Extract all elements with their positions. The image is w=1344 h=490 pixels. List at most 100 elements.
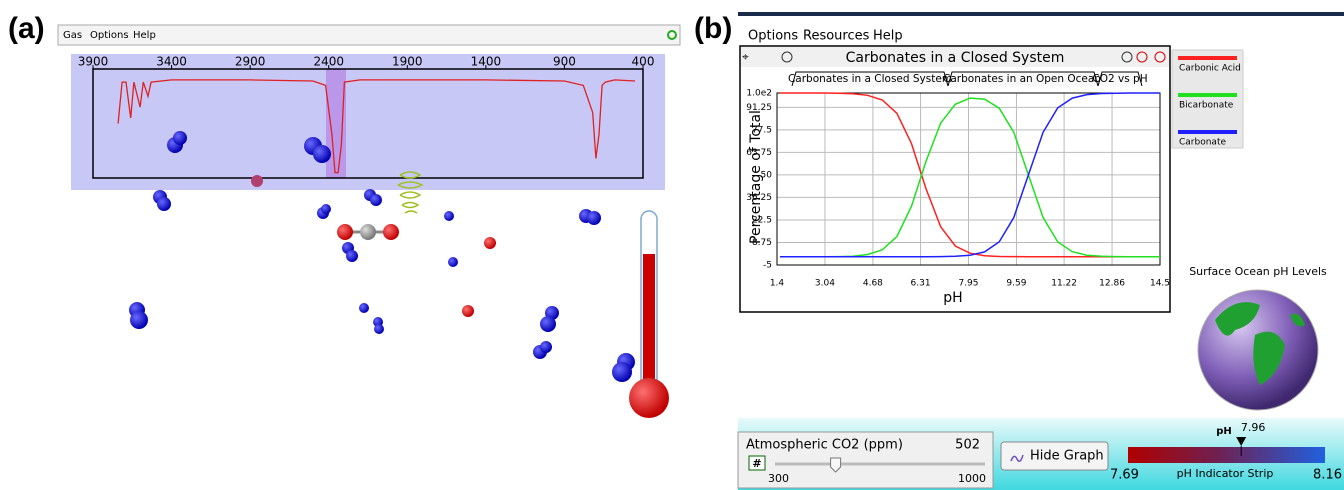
menu-bar — [57, 24, 681, 46]
y-axis-label: Percentage of Total — [748, 110, 764, 244]
menu-item[interactable]: Help — [133, 30, 156, 41]
line-series — [779, 92, 1160, 258]
molecule — [173, 131, 187, 145]
window-title: Carbonates in a Closed System — [846, 50, 1065, 66]
tool-icon[interactable] — [781, 51, 793, 63]
ph-strip-label: pH Indicator Strip — [1177, 467, 1274, 480]
spectrum-panel — [71, 54, 665, 190]
legend-label: Carbonate — [1179, 138, 1226, 148]
menu-item[interactable]: Options — [748, 29, 798, 44]
molecule — [130, 311, 148, 329]
menu-item[interactable]: Resources — [803, 29, 870, 44]
graph-icon — [1010, 454, 1024, 462]
thermometer-bulb — [629, 378, 669, 418]
ph-value: 7.96 — [1241, 421, 1266, 434]
hide-graph-button[interactable] — [1000, 441, 1109, 471]
carbonate-chart: 1.4 3.04 4.68 6.31 7.95 9.59 11.22 12.86 14.5 1.0… — [746, 56, 1241, 289]
legend-label: Carbonic Acid — [1179, 64, 1241, 74]
refresh-icon[interactable] — [667, 30, 677, 40]
legend-label: Bicarbonate — [1179, 101, 1234, 111]
tab[interactable]: Carbonates in an Open Ocean — [943, 73, 1101, 85]
y-tick-label: 36.25 — [746, 193, 772, 203]
spectrum: 3900 3400 2900 2400 1900 1400 900 400 — [78, 55, 655, 174]
y-tick-label: 22.5 — [752, 215, 772, 225]
molecule — [251, 175, 263, 187]
molecule — [360, 224, 376, 240]
x-tick-label: 4.68 — [863, 279, 883, 289]
line-series — [117, 79, 636, 174]
x-tick-label: 6.31 — [911, 279, 931, 289]
x-tick-label: 1.4 — [770, 279, 785, 289]
slider-value: 502 — [955, 438, 980, 453]
button-label: Hide Graph — [1030, 449, 1104, 464]
x-tick-label: 2900 — [235, 55, 266, 69]
menu-item[interactable]: Gas — [63, 30, 82, 41]
panel-label: (a) — [8, 12, 45, 45]
tool-icon[interactable]: ⌖ — [742, 50, 749, 64]
ph-marker — [1236, 437, 1247, 446]
molecule — [587, 211, 601, 225]
zoom-out[interactable] — [1121, 51, 1133, 63]
x-tick-label: 11.22 — [1051, 279, 1077, 289]
spectrum-frame — [92, 68, 644, 179]
slider-min: 300 — [768, 472, 789, 485]
continents — [1215, 302, 1305, 385]
panel-label: (b) — [694, 12, 732, 45]
graph-window — [739, 45, 1171, 313]
molecule — [484, 237, 496, 249]
line-series — [779, 92, 1160, 258]
number-icon: # — [752, 457, 761, 470]
reset-icon[interactable] — [1154, 51, 1166, 63]
x-tick-label: 2400 — [313, 55, 344, 69]
x-tick-label: 12.86 — [1099, 279, 1125, 289]
number-toggle[interactable] — [748, 455, 766, 471]
x-tick-label: 1900 — [392, 55, 423, 69]
slider-max: 1000 — [958, 472, 986, 485]
molecule — [540, 316, 556, 332]
y-tick-label: 1.0e2 — [746, 89, 772, 99]
molecule — [313, 145, 331, 163]
y-tick-label: -5 — [763, 261, 772, 271]
x-tick-label: 400 — [632, 55, 655, 69]
molecules — [129, 131, 635, 382]
ph-min: 7.69 — [1110, 468, 1139, 483]
ph-strip — [1128, 447, 1325, 463]
tab[interactable]: Carbonates in a Closed System — [788, 73, 952, 85]
thermometer-fluid — [643, 254, 655, 390]
thermometer — [629, 210, 669, 418]
molecule — [462, 305, 474, 317]
x-tick-label: 3.04 — [815, 279, 835, 289]
slider-box — [737, 431, 994, 489]
y-tick-label: 8.75 — [752, 238, 772, 248]
molecule — [448, 257, 458, 267]
molecule — [540, 341, 552, 353]
tab[interactable]: CO2 vs pH — [1092, 73, 1147, 85]
ph-title: pH — [1216, 426, 1232, 437]
zoom-in[interactable] — [1136, 51, 1148, 63]
molecule — [370, 194, 382, 206]
molecule — [321, 204, 331, 214]
globe-title: Surface Ocean pH Levels — [1189, 265, 1327, 278]
x-tick-label: 7.95 — [958, 279, 978, 289]
y-tick-label: 91.25 — [746, 103, 772, 113]
x-tick-label: 3400 — [156, 55, 187, 69]
photon — [397, 171, 424, 214]
plot-frame — [776, 92, 1161, 266]
x-tick-label: 1400 — [471, 55, 502, 69]
molecule — [359, 303, 369, 313]
y-tick-label: 77.5 — [752, 125, 772, 135]
slider-thumb[interactable] — [830, 457, 842, 473]
x-tick-label: 9.59 — [1006, 279, 1026, 289]
y-tick-label: 50 — [761, 170, 773, 180]
molecule — [612, 362, 632, 382]
x-tick-label: 3900 — [78, 55, 109, 69]
molecule — [346, 250, 358, 262]
molecule — [374, 324, 384, 334]
molecule — [157, 197, 171, 211]
ph-max: 8.16 — [1313, 468, 1342, 483]
menu-item[interactable]: Help — [873, 29, 903, 44]
menu-item[interactable]: Options — [90, 30, 129, 41]
slider-label: Atmospheric CO2 (ppm) — [746, 438, 903, 453]
